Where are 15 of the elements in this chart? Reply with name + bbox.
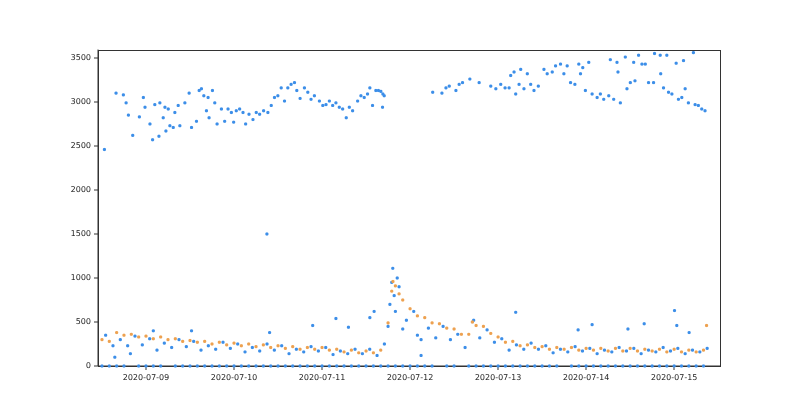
y-tick-label: 2500 xyxy=(70,141,91,150)
y-tick-label: 3500 xyxy=(70,53,91,62)
y-tick-label: 2000 xyxy=(70,185,91,194)
y-tick-label: 0 xyxy=(86,361,91,370)
y-tick-label: 1500 xyxy=(70,229,91,238)
x-tick-label: 2020-07-14 xyxy=(562,372,610,382)
x-tick-label: 2020-07-10 xyxy=(210,372,258,382)
x-tick-label: 2020-07-09 xyxy=(122,372,170,382)
x-tick-label: 2020-07-12 xyxy=(386,372,434,382)
y-tick-label: 500 xyxy=(76,317,91,326)
y-tick-label: 3000 xyxy=(70,97,91,106)
x-tick-label: 2020-07-15 xyxy=(650,372,698,382)
y-tick-label: 1000 xyxy=(70,273,91,282)
x-tick-label: 2020-07-11 xyxy=(298,372,346,382)
x-tick-label: 2020-07-13 xyxy=(474,372,522,382)
